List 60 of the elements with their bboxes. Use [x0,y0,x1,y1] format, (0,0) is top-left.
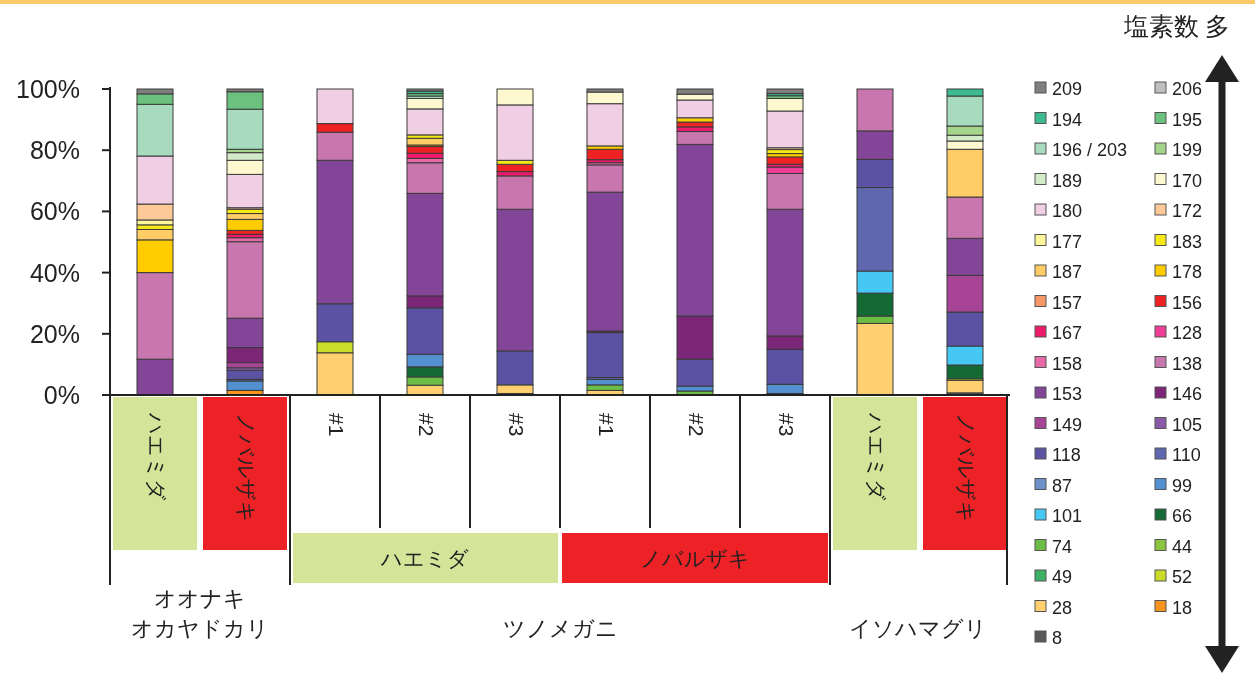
legend-label: 180 [1052,201,1083,221]
x-tick-label: #2 [685,413,709,437]
legend-label: 99 [1172,475,1193,496]
y-tick-label: 0% [43,381,80,409]
legend-label: 105 [1172,414,1203,435]
x-tick-label: #3 [505,413,529,437]
legend-label: 149 [1052,414,1083,435]
legend-label: 189 [1052,170,1083,191]
y-tick-label: 20% [29,319,80,348]
legend-label: 177 [1052,231,1083,252]
legend-label: 49 [1052,567,1073,587]
legend-label: 87 [1052,475,1073,496]
legend-label: 66 [1172,506,1193,526]
text: オオナキ [154,586,246,611]
legend-label: 128 [1172,323,1203,343]
text: オカヤドカリ [131,616,269,641]
legend-label: 170 [1172,170,1203,191]
x-tick-label: #1 [325,413,349,437]
x-tick-label: ハエミダ [865,412,889,501]
y-tick-label: 100% [16,75,80,103]
legend-label: 196 / 203 [1052,140,1128,160]
text: 塩素数 多 [1122,12,1231,40]
y-tick-label: 60% [29,197,80,226]
legend-label: 199 [1172,140,1203,160]
x-tick-label: #3 [775,413,799,437]
legend-label: 28 [1052,597,1073,618]
legend-label: 156 [1172,292,1203,313]
x-tick-label: #2 [415,413,439,437]
x-tick-label: ノバルザキ [955,413,979,523]
legend-label: 138 [1172,353,1203,374]
x-tick-label: ハエミダ [145,412,169,501]
legend-label: 183 [1172,231,1203,252]
legend-label: 44 [1172,536,1193,557]
text: イソハマグリ [849,616,987,641]
legend-label: 157 [1052,292,1083,313]
legend-label: 118 [1052,445,1081,465]
y-tick-label: 80% [29,136,80,165]
legend-label: 209 [1052,79,1083,99]
legend-label: 195 [1172,109,1203,130]
legend-label: 158 [1052,353,1083,374]
legend-label: 110 [1172,445,1201,465]
x-tick-label: #1 [595,413,619,437]
legend-label: 172 [1172,201,1203,221]
legend-label: 52 [1172,567,1193,587]
x-tick-label: ノバルザキ [235,413,259,523]
legend-label: 146 [1172,384,1203,404]
y-tick-label: 40% [29,258,80,287]
legend-label: 178 [1172,262,1203,282]
legend-label: 18 [1172,597,1193,618]
legend-label: 206 [1172,79,1203,99]
legend-label: 194 [1052,109,1083,130]
legend-label: 167 [1052,323,1083,343]
legend-label: 187 [1052,262,1083,282]
legend-label: 8 [1052,628,1063,648]
text: ハエミダ [380,547,469,570]
legend-label: 153 [1052,384,1083,404]
legend-label: 101 [1052,506,1083,526]
text: ツノメガニ [502,616,618,641]
text: ノバルザキ [640,547,750,570]
legend-label: 74 [1052,536,1073,557]
